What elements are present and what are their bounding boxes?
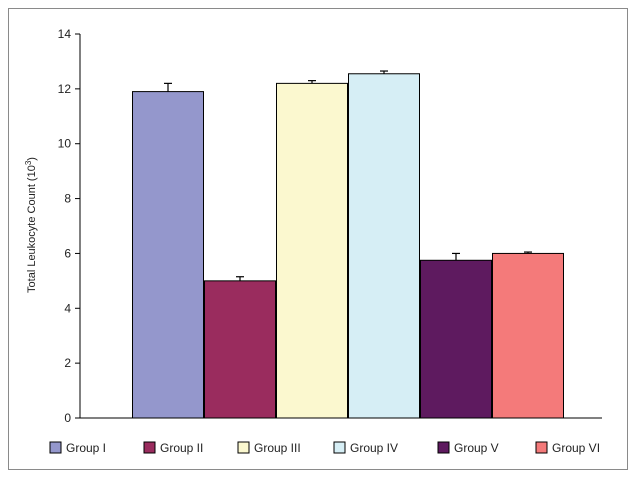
legend-label: Group II	[160, 441, 203, 455]
bars	[132, 70, 564, 419]
y-tick-label: 10	[58, 137, 72, 151]
bar	[204, 280, 276, 419]
legend-item: Group I	[49, 441, 106, 455]
legend-label: Group VI	[552, 441, 600, 455]
bar	[420, 259, 492, 419]
legend-swatch	[237, 441, 250, 454]
legend: Group I Group II Group III Group IV Group V G…	[49, 441, 600, 455]
y-axis-title-group: Total Leukocyte Count (103)	[24, 157, 38, 293]
y-tick-label: 8	[64, 192, 71, 206]
y-axis-title: Total Leukocyte Count (103)	[24, 157, 38, 293]
y-axis-title-superscript: 3	[24, 160, 33, 165]
y-axis-title-end: )	[26, 157, 38, 161]
legend-item: Group IV	[333, 441, 398, 455]
bar	[132, 91, 204, 419]
y-tick-label: 6	[64, 246, 71, 260]
bar	[492, 252, 564, 419]
legend-swatch	[143, 441, 156, 454]
y-axis-title-main: Total Leukocyte Count (10	[26, 165, 38, 293]
legend-swatch	[437, 441, 450, 454]
y-tick-label: 12	[58, 82, 72, 96]
bar	[348, 73, 420, 419]
legend-item: Group V	[437, 441, 499, 455]
legend-label: Group V	[454, 441, 499, 455]
legend-swatch	[535, 441, 548, 454]
legend-item: Group II	[143, 441, 203, 455]
legend-item: Group III	[237, 441, 301, 455]
y-tick-label: 2	[64, 356, 71, 370]
legend-swatch	[49, 441, 62, 454]
legend-swatch	[333, 441, 346, 454]
legend-label: Group IV	[350, 441, 398, 455]
bar	[276, 82, 348, 419]
y-tick-label: 0	[64, 411, 71, 425]
y-tick-label: 14	[58, 27, 72, 41]
y-tick-label: 4	[64, 301, 71, 315]
legend-label: Group I	[66, 441, 106, 455]
legend-label: Group III	[254, 441, 301, 455]
legend-item: Group VI	[535, 441, 600, 455]
